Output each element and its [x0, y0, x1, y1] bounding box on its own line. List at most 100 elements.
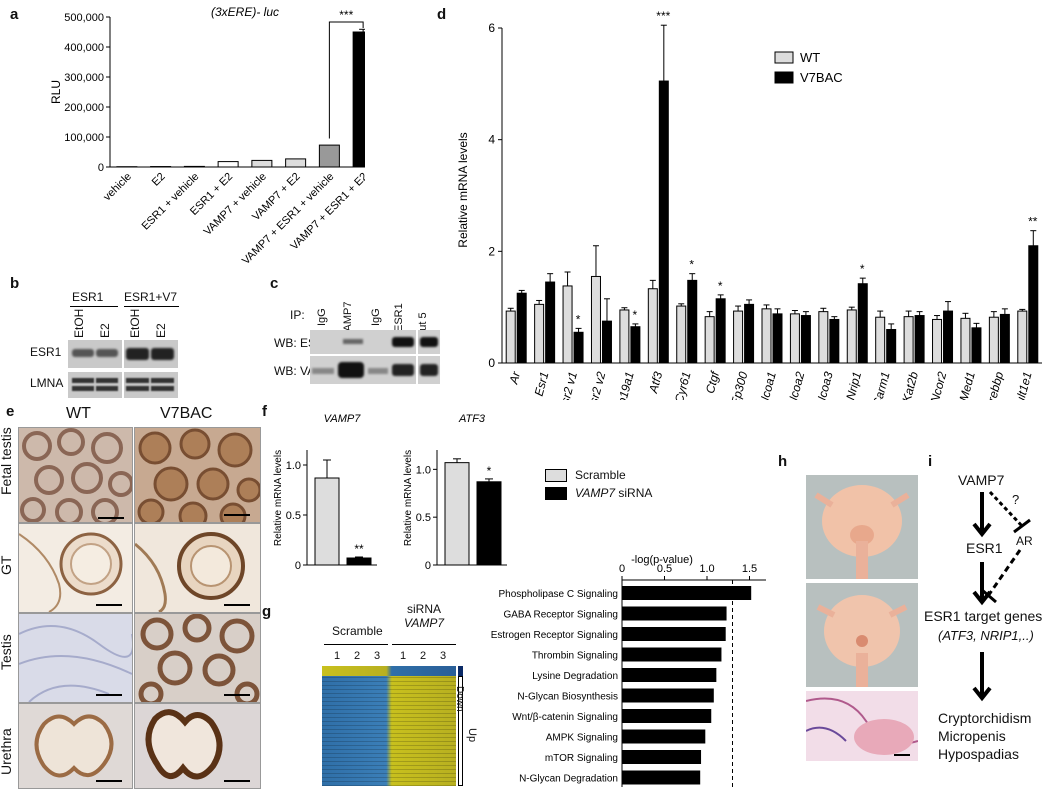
bar	[631, 327, 640, 363]
mouse-image	[806, 475, 918, 579]
chart-title: ATF3	[458, 413, 486, 425]
histology-gt-v7bac	[134, 523, 261, 613]
legend-label: WT	[800, 50, 820, 65]
tissue-image	[806, 691, 918, 761]
tissue-image	[135, 614, 260, 702]
bar	[887, 330, 896, 364]
bar	[517, 293, 526, 363]
bar	[801, 316, 810, 363]
band	[72, 349, 94, 357]
y-tick-label: N-Glycan Biosynthesis	[517, 692, 618, 703]
b-lane-4: E2	[154, 323, 168, 338]
heatmap-side-bar	[458, 666, 463, 676]
bar	[688, 280, 697, 363]
bar	[563, 286, 572, 363]
y-tick-label: N-Glycan Degradation	[519, 774, 618, 785]
band	[126, 386, 149, 391]
x-tick-label: Esr1	[532, 370, 552, 397]
bar	[286, 159, 306, 167]
y-tick-label: 1.0	[416, 464, 431, 476]
chart-title: VAMP7	[324, 413, 362, 425]
y-axis-label: Relative mRNA levels	[273, 450, 284, 546]
g-lane-1: 1	[334, 650, 340, 662]
tissue-image	[135, 524, 260, 612]
x-tick-label: Ar	[506, 369, 523, 386]
y-tick-label: GABA Receptor Signaling	[503, 610, 618, 621]
bar	[961, 318, 970, 363]
y-tick-label: Wnt/β-catenin Signaling	[512, 712, 618, 723]
g-col-sirna: siRNA VAMP7	[404, 602, 444, 630]
legend-label-sirna: VAMP7 siRNA	[575, 486, 652, 500]
y-tick-label: mTOR Signaling	[545, 753, 618, 764]
e-row-fetal: Fetal testis	[0, 427, 14, 495]
bar	[858, 284, 867, 363]
bar	[622, 627, 726, 641]
band	[338, 362, 364, 378]
photo-histology-h	[806, 691, 918, 761]
bar	[622, 709, 711, 723]
band	[72, 378, 94, 383]
tissue-image	[19, 524, 132, 612]
bar	[622, 771, 700, 785]
y-tick-label: 0	[98, 162, 104, 174]
y-tick-label: AMPK Signaling	[546, 733, 618, 744]
y-axis-label: Relative mRNA levels	[456, 132, 470, 247]
band	[96, 349, 118, 357]
histology-fetal-testis-wt	[18, 427, 133, 523]
g-header-line-2	[392, 644, 456, 645]
x-tick-label: Ncor2	[928, 370, 950, 400]
x-tick-label: Cyr61	[672, 370, 694, 400]
bar	[1029, 246, 1038, 363]
significance-label: ***	[656, 9, 670, 23]
b-lane-1: EtOH	[72, 309, 86, 338]
x-tick-label: E2	[150, 171, 168, 189]
panel-g-heatmap: Scramble siRNA VAMP7 1 2 3 1 2 3 Down Up	[322, 600, 472, 788]
significance-label: *	[633, 308, 638, 322]
x-tick-label: Ep300	[728, 370, 751, 400]
scale-bar	[224, 780, 250, 782]
x-tick-label: Ncoa2	[785, 370, 808, 400]
x-tick-label: Atf3	[646, 370, 665, 396]
histology-fetal-testis-v7bac	[134, 427, 261, 523]
b-blot-lmna	[68, 372, 178, 398]
e-row-testis: Testis	[0, 634, 14, 670]
g-lane-6: 3	[440, 650, 446, 662]
f-legend-sirna: VAMP7 siRNA	[545, 486, 652, 500]
bar	[876, 317, 885, 363]
bar	[989, 317, 998, 363]
g-up-label: Up	[466, 728, 478, 742]
x-tick-label: Ctgf	[703, 369, 723, 395]
i-outcome-1: Cryptorchidism	[938, 710, 1031, 726]
lane-divider	[416, 356, 418, 384]
bar	[830, 319, 839, 363]
heatmap-top-block	[322, 666, 456, 676]
bar	[734, 311, 743, 363]
bar	[319, 145, 339, 167]
tissue-image	[19, 428, 132, 522]
bar	[602, 321, 611, 363]
lane-divider	[122, 340, 124, 368]
tissue-image	[135, 428, 260, 522]
x-tick-label: Cyp19a1	[611, 370, 637, 400]
panel-h-photos	[806, 475, 918, 765]
bar	[546, 282, 555, 363]
b-row-lmna: LMNA	[30, 376, 63, 390]
bar	[1000, 314, 1009, 363]
band	[343, 339, 363, 344]
bar	[1018, 311, 1027, 363]
g-col-scramble: Scramble	[332, 624, 383, 638]
i-outcome-2: Micropenis	[938, 728, 1006, 744]
y-tick-label: 0	[488, 356, 495, 370]
bar	[659, 81, 668, 363]
bar	[933, 319, 942, 363]
i-outcome-3: Hypospadias	[938, 746, 1019, 762]
c-lane-igg1: IgG	[316, 308, 328, 326]
b-group1-label: ESR1	[72, 290, 103, 304]
bar	[506, 311, 515, 363]
panel-letter-i: i	[928, 453, 932, 470]
x-tick-label: Ncoa3	[813, 370, 836, 400]
y-tick-label: 300,000	[64, 72, 104, 84]
band	[126, 348, 149, 360]
